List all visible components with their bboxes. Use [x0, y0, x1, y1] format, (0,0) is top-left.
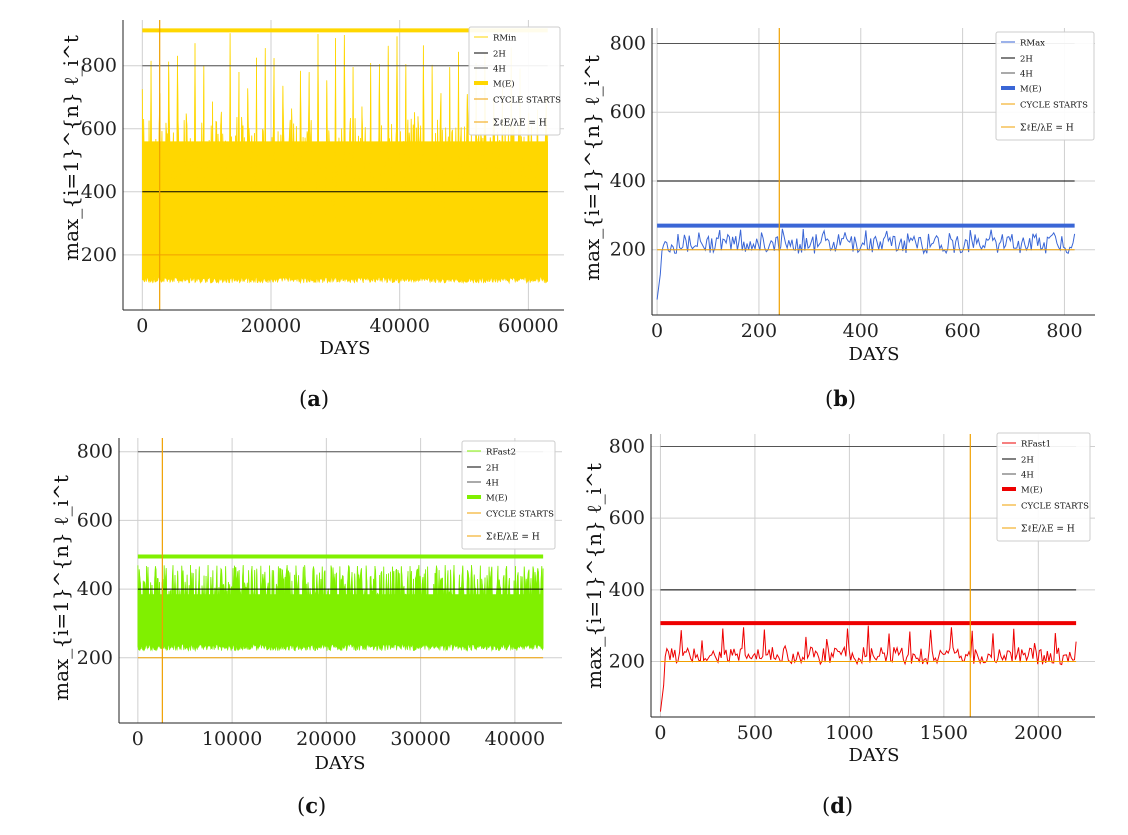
chart-b-xtick-1: 200: [741, 320, 777, 342]
chart-d-legend-label-5: ΣℓE/λE = H: [1021, 525, 1075, 535]
chart-c-legend-label-0: RFast2: [486, 448, 516, 458]
chart-d-xtick-2: 1000: [825, 722, 873, 744]
chart-a-ytick-2: 600: [81, 118, 117, 140]
chart-d-xtick-0: 0: [654, 722, 666, 744]
chart-b-series-line: [656, 228, 1076, 300]
chart-c-svg: 0 10000 20000 30000 40000 200 400 600 800 DAYS max…: [49, 438, 562, 774]
chart-c-legend-label-2: 4H: [486, 479, 499, 489]
caption-d: (d): [822, 793, 854, 818]
caption-a: (a): [299, 386, 330, 411]
chart-c-xtick-0: 0: [132, 728, 144, 750]
chart-a-svg: 0 20000 40000 60000 200 400 600 800 DAYS max_{i=1…: [59, 20, 567, 359]
chart-a-xtick-1: 20000: [241, 315, 301, 337]
chart-a-legend-label-5: ΣℓE/λE = H: [493, 119, 547, 129]
chart-c-ytick-3: 800: [77, 441, 113, 463]
chart-b-ylabel: max_{i=1}^{n} ℓ_i^t: [580, 55, 604, 281]
chart-a-ylabel: max_{i=1}^{n} ℓ_i^t: [59, 35, 83, 261]
caption-b: (b): [825, 386, 857, 411]
caption-c: (c): [297, 793, 327, 818]
chart-c-legend-box: [461, 440, 556, 550]
chart-d-legend-box: [996, 432, 1091, 542]
chart-c-legend-label-1: 2H: [486, 464, 499, 474]
chart-a-ytick-0: 200: [81, 244, 117, 266]
chart-b-ytick-1: 400: [610, 170, 646, 192]
chart-a-plot-area: [123, 20, 567, 310]
chart-a-legend-label-2: 4H: [493, 65, 506, 75]
chart-c-xtick-4: 40000: [485, 728, 545, 750]
chart-c-legend-label-4: CYCLE STARTS: [486, 510, 554, 520]
chart-b-xtick-2: 400: [843, 320, 879, 342]
chart-c-ytick-0: 200: [77, 647, 113, 669]
chart-d-series-line: [659, 625, 1077, 712]
chart-b-svg: 0 200 400 600 800 200 400 600 800 DAYS max_{i=1}^{…: [580, 28, 1095, 365]
chart-d-ytick-1: 400: [609, 579, 645, 601]
chart-d-xtick-1: 500: [737, 722, 773, 744]
chart-d-xtick-4: 2000: [1014, 722, 1062, 744]
chart-c-legend-label-5: ΣℓE/λE = H: [486, 533, 540, 543]
chart-c-legend-label-3: M(E): [486, 493, 508, 504]
chart-d-legend-label-1: 2H: [1021, 456, 1034, 466]
chart-b-xtick-4: 800: [1046, 320, 1082, 342]
chart-c-series-line: [137, 565, 544, 621]
chart-c-ytick-2: 600: [77, 509, 113, 531]
chart-b-legend-box: [995, 31, 1095, 141]
chart-c-ylabel: max_{i=1}^{n} ℓ_i^t: [49, 475, 73, 701]
chart-b-xtick-0: 0: [651, 320, 663, 342]
chart-a-legend-label-0: RMin: [493, 34, 517, 44]
chart-a-xlabel: DAYS: [320, 338, 371, 359]
chart-b-legend-label-1: 2H: [1020, 55, 1033, 65]
chart-c: 0 10000 20000 30000 40000 200 400 600 800 DAYS max…: [0, 416, 564, 831]
chart-c-xtick-2: 20000: [296, 728, 356, 750]
chart-b-xtick-3: 600: [944, 320, 980, 342]
chart-d-ytick-0: 200: [609, 650, 645, 672]
chart-d-ylabel: max_{i=1}^{n} ℓ_i^t: [582, 463, 606, 689]
chart-b: 0 200 400 600 800 200 400 600 800 DAYS max_{i=1}^{…: [564, 0, 1128, 415]
chart-a-xtick-0: 0: [136, 315, 148, 337]
chart-a-ytick-3: 800: [81, 55, 117, 77]
chart-b-legend-label-4: CYCLE STARTS: [1020, 101, 1088, 111]
chart-d-ytick-2: 600: [609, 507, 645, 529]
chart-d-legend-label-0: RFast1: [1021, 440, 1051, 450]
chart-c-ytick-1: 400: [77, 578, 113, 600]
chart-b-ytick-0: 200: [610, 239, 646, 261]
chart-a-legend-label-3: M(E): [493, 79, 515, 90]
chart-c-xtick-1: 10000: [202, 728, 262, 750]
chart-a-legend-box: [468, 26, 561, 136]
chart-a-ytick-1: 400: [81, 181, 117, 203]
chart-b-ytick-2: 600: [610, 101, 646, 123]
chart-b-legend-label-5: ΣℓE/λE = H: [1020, 124, 1074, 134]
chart-a-series-line: [141, 33, 549, 229]
chart-a-xtick-3: 60000: [498, 315, 558, 337]
chart-d-legend-label-4: CYCLE STARTS: [1021, 502, 1089, 512]
chart-d-svg: 0 500 1000 1500 2000 200 400 600 800 DAYS max_{i=1…: [582, 432, 1095, 766]
chart-d-xlabel: DAYS: [849, 745, 900, 766]
chart-b-ytick-3: 800: [610, 32, 646, 54]
chart-a: 0 20000 40000 60000 200 400 600 800 DAYS max_{i=1…: [0, 0, 567, 415]
chart-b-xlabel: DAYS: [849, 344, 900, 365]
chart-b-legend-label-3: M(E): [1020, 84, 1042, 95]
chart-a-xtick-2: 40000: [369, 315, 429, 337]
chart-b-legend-label-2: 4H: [1020, 70, 1033, 80]
chart-b-legend-label-0: RMax: [1020, 39, 1045, 49]
chart-d-legend-label-2: 4H: [1021, 471, 1034, 481]
chart-a-legend-label-4: CYCLE STARTS: [493, 96, 561, 106]
chart-d-ytick-3: 800: [609, 436, 645, 458]
chart-d: 0 500 1000 1500 2000 200 400 600 800 DAYS max_{i=1…: [564, 416, 1128, 831]
chart-c-xtick-3: 30000: [390, 728, 450, 750]
chart-a-legend-label-1: 2H: [493, 50, 506, 60]
chart-c-xlabel: DAYS: [315, 753, 366, 774]
chart-d-legend-label-3: M(E): [1021, 485, 1043, 496]
chart-d-xtick-3: 1500: [920, 722, 968, 744]
